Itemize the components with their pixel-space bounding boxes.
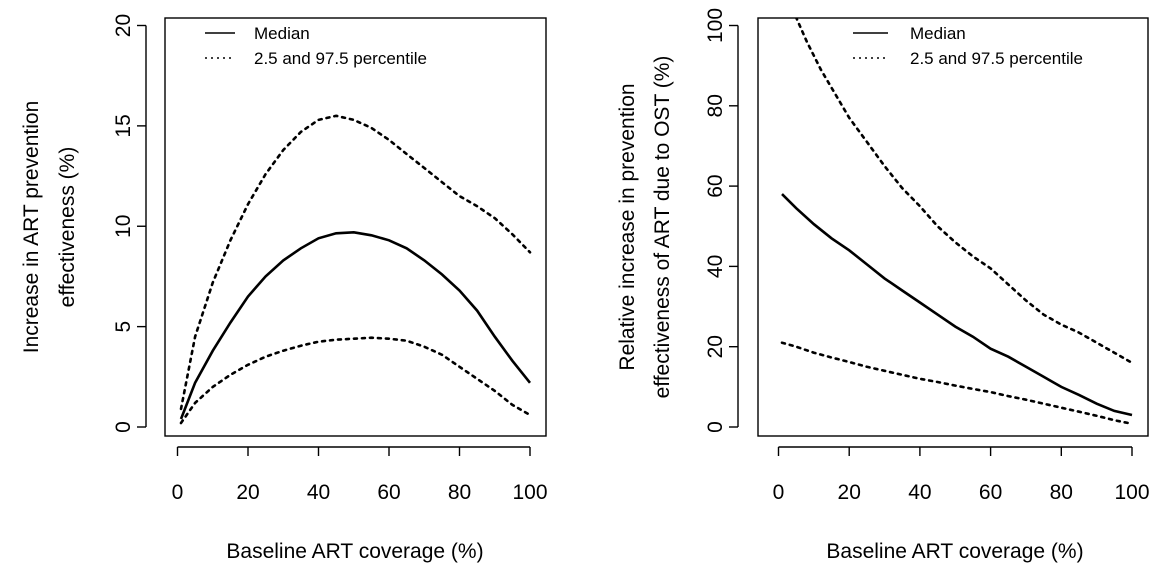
plot-frame xyxy=(164,17,547,437)
y-tick-label: 60 xyxy=(704,174,727,197)
y-axis-title-line: Increase in ART prevention xyxy=(20,101,43,354)
x-tick-label: 0 xyxy=(773,481,785,504)
right-panel: 0 20 40 60 80 100 0 20 40 60 80 100 Baseline ART cov… xyxy=(616,8,1150,563)
y-axis-title-line: effectiveness (%) xyxy=(56,147,79,308)
percentile-line xyxy=(179,336,532,425)
x-tick-label: 20 xyxy=(838,481,861,504)
median-line xyxy=(781,193,1133,417)
x-axis-title: Baseline ART coverage (%) xyxy=(826,540,1083,563)
y-tick-label: 80 xyxy=(704,94,727,117)
y-tick-label: 15 xyxy=(112,114,135,137)
x-tick-label: 80 xyxy=(448,481,471,504)
x-tick-label: 0 xyxy=(172,481,184,504)
percentile-line xyxy=(179,114,532,411)
x-tick-label: 60 xyxy=(377,481,400,504)
y-tick-label: 100 xyxy=(704,8,727,43)
y-tick-label: 10 xyxy=(112,215,135,238)
legend-label: 2.5 and 97.5 percentile xyxy=(910,49,1083,68)
median-line xyxy=(179,230,532,420)
x-tick-label: 80 xyxy=(1050,481,1073,504)
series-group xyxy=(780,18,1134,426)
x-axis-title: Baseline ART coverage (%) xyxy=(226,540,483,563)
x-tick-label: 60 xyxy=(979,481,1002,504)
percentile-line xyxy=(780,341,1134,426)
y-tick-label: 20 xyxy=(112,14,135,37)
percentile-line xyxy=(794,18,1134,365)
legend-label: 2.5 and 97.5 percentile xyxy=(254,49,427,68)
legend-label: Median xyxy=(910,24,966,43)
x-tick-label: 40 xyxy=(307,481,330,504)
y-axis-title-line: Relative increase in prevention xyxy=(616,83,639,370)
plot-frame xyxy=(757,17,1149,437)
y-tick-label: 0 xyxy=(112,421,135,433)
y-axis-title-line: effectiveness of ART due to OST (%) xyxy=(651,56,674,399)
legend-label: Median xyxy=(254,24,310,43)
series-group xyxy=(179,114,532,425)
x-tick-label: 20 xyxy=(236,481,259,504)
y-tick-label: 40 xyxy=(704,255,727,278)
y-tick-label: 5 xyxy=(112,321,135,333)
y-tick-label: 20 xyxy=(704,335,727,358)
x-tick-label: 100 xyxy=(1114,481,1149,504)
left-panel: 0 5 10 15 20 0 20 40 60 80 100 Baseline ART coverag… xyxy=(20,14,548,563)
x-tick-label: 100 xyxy=(512,481,547,504)
y-tick-label: 0 xyxy=(704,421,727,433)
x-tick-label: 40 xyxy=(908,481,931,504)
